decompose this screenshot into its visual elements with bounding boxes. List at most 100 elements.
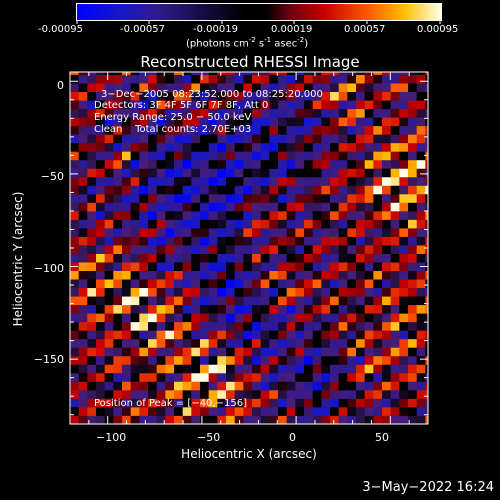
heatmap-cell <box>78 236 88 246</box>
heatmap-cell <box>408 304 418 314</box>
heatmap-cell <box>278 245 288 254</box>
heatmap-cell <box>96 245 106 254</box>
heatmap-cell <box>96 389 106 399</box>
heatmap-cell <box>208 210 218 220</box>
colorbar-tick-2: -0.00019 <box>193 24 238 35</box>
heatmap-cell <box>78 364 88 374</box>
heatmap-cell <box>295 364 305 374</box>
heatmap-cell <box>122 83 132 93</box>
heatmap-cell <box>96 287 106 297</box>
heatmap-cell <box>217 100 227 110</box>
heatmap-cell <box>356 74 366 84</box>
heatmap-cell <box>174 381 184 391</box>
heatmap-cell <box>104 287 114 297</box>
heatmap-cell <box>304 330 314 340</box>
heatmap-cell <box>96 270 106 280</box>
heatmap-cell <box>191 236 201 246</box>
heatmap-cell <box>364 330 374 340</box>
heatmap-cell <box>260 389 270 399</box>
heatmap-cell <box>364 262 374 271</box>
heatmap-cell <box>156 296 166 306</box>
heatmap-cell <box>425 134 429 144</box>
heatmap-cell <box>174 296 184 306</box>
heatmap-cell <box>269 347 279 357</box>
heatmap-cell <box>269 134 279 144</box>
heatmap-cell <box>286 83 296 93</box>
heatmap-cell <box>174 279 184 289</box>
heatmap-cell <box>260 74 270 84</box>
heatmap-cell <box>286 347 296 357</box>
heatmap-cell <box>122 262 132 271</box>
heatmap-cell <box>252 296 262 306</box>
heatmap-cell <box>416 296 426 306</box>
heatmap-cell <box>390 151 400 161</box>
heatmap-cell <box>78 72 88 75</box>
heatmap-cell <box>130 389 140 399</box>
heatmap-cell <box>269 74 279 84</box>
heatmap-cell <box>356 415 366 425</box>
heatmap-cell <box>382 159 392 169</box>
heatmap-cell <box>70 72 80 75</box>
heatmap-cell <box>286 364 296 374</box>
heatmap-cell <box>373 210 383 220</box>
heatmap-cell <box>200 151 210 161</box>
heatmap-cell <box>408 134 418 144</box>
colorbar-tick-0: -0.00095 <box>38 24 83 35</box>
heatmap-cell <box>416 108 426 118</box>
heatmap-cell <box>295 313 305 323</box>
heatmap-cell <box>278 202 288 212</box>
heatmap-cell <box>78 100 88 110</box>
heatmap-cell <box>399 83 409 93</box>
heatmap-cell <box>78 227 88 237</box>
heatmap-cell <box>165 262 175 271</box>
heatmap-cell <box>338 83 348 93</box>
heatmap-cell <box>252 210 262 220</box>
heatmap-cell <box>104 389 114 399</box>
heatmap-cell <box>295 381 305 391</box>
heatmap-cell <box>217 330 227 340</box>
heatmap-cell <box>321 338 331 348</box>
heatmap-cell <box>234 193 244 203</box>
heatmap-cell <box>416 176 426 186</box>
heatmap-cell <box>226 381 236 391</box>
heatmap-cell <box>182 125 192 135</box>
heatmap-cell <box>260 134 270 144</box>
heatmap-cell <box>217 279 227 289</box>
heatmap-cell <box>304 296 314 306</box>
heatmap-cell <box>347 74 357 84</box>
heatmap-cell <box>234 117 244 127</box>
heatmap-cell <box>321 185 331 195</box>
heatmap-cell <box>113 100 123 110</box>
heatmap-cell <box>243 91 253 101</box>
heatmap-cell <box>156 193 166 203</box>
heatmap-cell <box>78 355 88 365</box>
heatmap-cell <box>260 245 270 254</box>
heatmap-cell <box>174 406 184 416</box>
heatmap-cell <box>356 279 366 289</box>
heatmap-cell <box>96 372 106 382</box>
heatmap-cell <box>156 142 166 152</box>
heatmap-cell <box>130 72 140 75</box>
heatmap-cell <box>382 117 392 127</box>
heatmap-cell <box>130 355 140 365</box>
heatmap-cell <box>269 304 279 314</box>
heatmap-cell <box>347 227 357 237</box>
heatmap-cell <box>295 245 305 254</box>
heatmap-cell <box>269 330 279 340</box>
heatmap-cell <box>104 125 114 135</box>
heatmap-cell <box>425 330 429 340</box>
heatmap-cell <box>312 270 322 280</box>
heatmap-cell <box>96 219 106 229</box>
heatmap-cell <box>330 279 340 289</box>
heatmap-cell <box>330 347 340 357</box>
heatmap-cell <box>139 193 149 203</box>
heatmap-cell <box>148 347 158 357</box>
heatmap-cell <box>78 134 88 144</box>
heatmap-cell <box>226 83 236 93</box>
heatmap-cell <box>78 185 88 195</box>
heatmap-cell <box>122 321 132 331</box>
heatmap-cell <box>278 83 288 93</box>
heatmap-cell <box>174 313 184 323</box>
heatmap-cell <box>200 321 210 331</box>
heatmap-cell <box>278 117 288 127</box>
